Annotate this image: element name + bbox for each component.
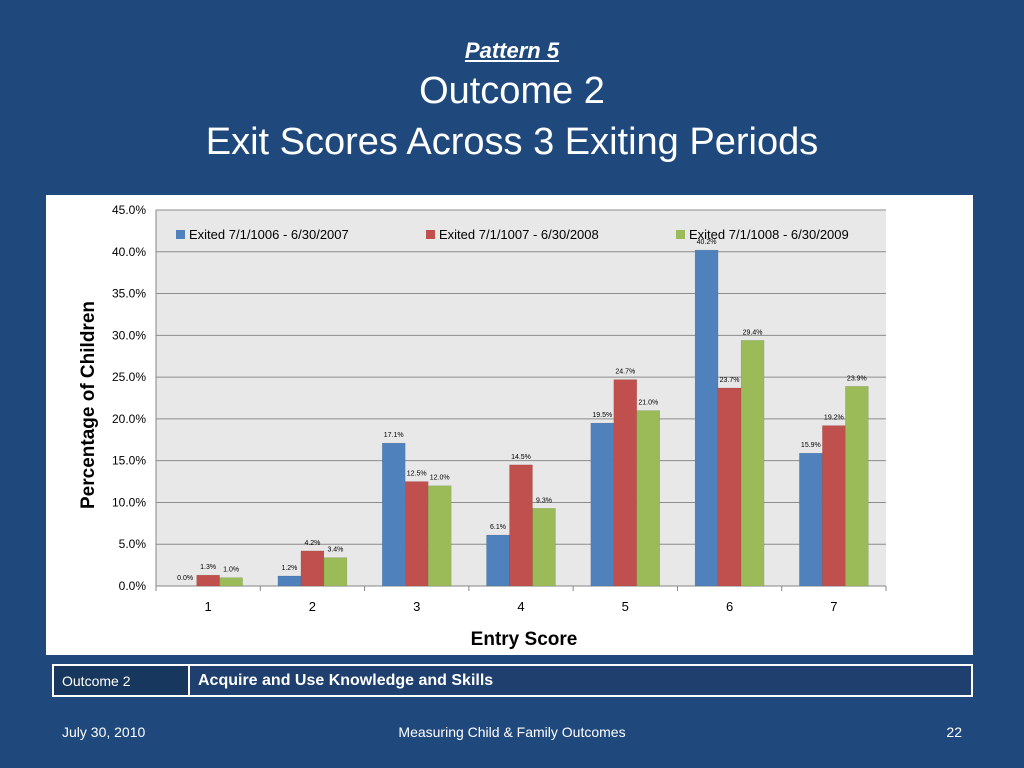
x-tick-label: 7 (830, 599, 837, 614)
y-tick-label: 20.0% (112, 412, 146, 426)
outcome-info-table: Outcome 2 Acquire and Use Knowledge and … (52, 664, 973, 697)
y-tick-label: 45.0% (112, 203, 146, 217)
y-tick-label: 40.0% (112, 245, 146, 259)
data-label: 3.4% (327, 547, 343, 554)
y-tick-label: 0.0% (119, 579, 147, 593)
y-tick-label: 15.0% (112, 454, 146, 468)
data-label: 9.3% (536, 497, 552, 504)
data-label: 0.0% (177, 575, 193, 582)
x-tick-label: 2 (309, 599, 316, 614)
pattern-title: Pattern 5 (464, 38, 560, 63)
bar (740, 340, 765, 587)
data-label: 1.2% (281, 565, 297, 572)
data-label: 14.5% (511, 454, 531, 461)
data-label: 19.2% (824, 415, 844, 422)
bar (799, 452, 823, 587)
bar (694, 249, 719, 587)
data-label: 23.9% (847, 375, 867, 382)
y-tick-label: 10.0% (112, 495, 146, 509)
data-label: 40.2% (697, 239, 717, 246)
data-label: 19.5% (592, 412, 612, 419)
y-axis-title: Percentage of Children (78, 301, 99, 509)
bar (277, 575, 302, 587)
bar (427, 485, 452, 587)
legend-swatch (426, 230, 435, 239)
x-tick-label: 1 (205, 599, 212, 614)
legend-swatch (676, 230, 685, 239)
bar (845, 386, 869, 587)
bar (822, 425, 846, 587)
legend-label: Exited 7/1/1008 - 6/30/2009 (689, 227, 849, 242)
y-tick-label: 25.0% (112, 370, 146, 384)
main-title: Exit Scores Across 3 Exiting Periods (205, 121, 819, 163)
bar (381, 442, 406, 587)
data-label: 21.0% (638, 400, 658, 407)
bar (300, 550, 325, 587)
bar (613, 379, 638, 587)
y-tick-label: 5.0% (119, 537, 147, 551)
x-axis-title: Entry Score (471, 629, 578, 650)
data-label: 29.4% (743, 329, 763, 336)
legend-swatch (176, 230, 185, 239)
data-label: 6.1% (490, 524, 506, 531)
bar (404, 481, 429, 587)
legend-label: Exited 7/1/1006 - 6/30/2007 (189, 227, 349, 242)
data-label: 23.7% (720, 377, 740, 384)
bar (323, 557, 348, 587)
bar (509, 464, 533, 587)
data-label: 4.2% (304, 540, 320, 547)
x-tick-label: 3 (413, 599, 420, 614)
data-label: 12.0% (430, 475, 450, 482)
chart-panel: 0.0% 5.0% 10.0% 15.0% 20.0% 25.0% 30.0% 35.0% 40… (46, 195, 973, 655)
y-tick-label: 30.0% (112, 328, 146, 342)
x-tick-label: 5 (622, 599, 629, 614)
bar (219, 577, 243, 587)
bar-chart: 0.0%5.0%10.0%15.0%20.0%25.0%30.0%35.0%40… (78, 203, 887, 650)
y-tick-label: 35.0% (112, 287, 146, 301)
bar (196, 574, 220, 587)
bar (717, 387, 742, 587)
data-label: 12.5% (407, 471, 427, 478)
data-label: 17.1% (384, 432, 404, 439)
data-label: 1.3% (200, 564, 216, 571)
outcome-description: Acquire and Use Knowledge and Skills (190, 666, 971, 695)
data-label: 24.7% (615, 369, 635, 376)
bar (636, 410, 661, 587)
legend-label: Exited 7/1/1007 - 6/30/2008 (439, 227, 599, 242)
data-label: 1.0% (223, 567, 239, 574)
slide-titles: Pattern 5 Outcome 2 Exit Scores Across 3… (0, 36, 1024, 168)
bar (532, 508, 556, 587)
footer-date: July 30, 2010 (62, 724, 146, 740)
bar (590, 422, 615, 587)
footer-title: Measuring Child & Family Outcomes (398, 724, 626, 740)
data-label: 15.9% (801, 442, 821, 449)
x-tick-label: 4 (517, 599, 524, 614)
bar (486, 534, 510, 587)
outcome-label: Outcome 2 (54, 666, 190, 695)
page-number: 22 (946, 724, 962, 740)
x-tick-label: 6 (726, 599, 733, 614)
outcome-title: Outcome 2 (419, 70, 605, 112)
